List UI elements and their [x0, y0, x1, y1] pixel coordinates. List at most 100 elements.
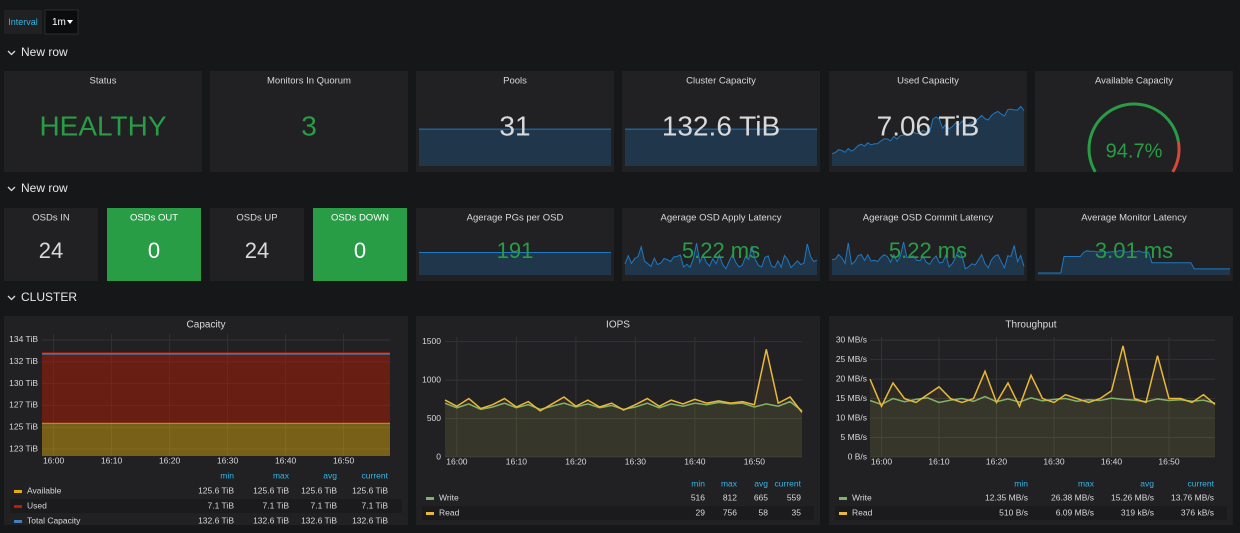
stat-panel [107, 208, 201, 281]
stat-value: 3.01 ms [1095, 238, 1173, 263]
legend-value: 29 [696, 507, 706, 517]
stat-panel [416, 208, 614, 281]
stat-value: 31 [499, 110, 530, 141]
stat-panel [622, 208, 820, 281]
x-tick-label: 16:00 [446, 456, 468, 466]
legend-name[interactable]: Write [439, 492, 459, 502]
legend-name[interactable]: Write [852, 492, 872, 502]
legend-name[interactable]: Used [27, 500, 47, 510]
sparkline [624, 243, 818, 270]
legend-column: avg [754, 478, 768, 488]
caret [67, 20, 73, 24]
legend-swatch [14, 490, 22, 493]
stat-panel [416, 71, 614, 172]
x-tick-label: 16:20 [986, 456, 1008, 466]
x-tick-label: 16:10 [928, 456, 950, 466]
line [869, 345, 1216, 409]
row-chevron[interactable] [7, 295, 16, 301]
legend-value: 125.6 TiB [253, 485, 289, 495]
stat-title: Cluster Capacity [686, 76, 756, 87]
y-tick-label: 0 [436, 451, 441, 461]
legend-swatch [839, 512, 847, 515]
graph-panel [4, 316, 408, 525]
y-tick-label: 500 [427, 413, 441, 423]
y-tick-label: 125 TiB [9, 421, 38, 431]
x-tick-label: 16:20 [159, 455, 181, 465]
y-tick-label: 30 MB/s [836, 334, 867, 344]
graph-title: Throughput [1005, 320, 1056, 331]
legend-column: max [273, 470, 290, 480]
stat-value: 7.06 TiB [877, 110, 980, 141]
legend-swatch [14, 520, 22, 523]
row-title[interactable]: New row [21, 45, 68, 59]
y-tick-label: 132 TiB [9, 356, 38, 366]
sparkline-area [419, 129, 611, 166]
x-tick-label: 16:50 [744, 456, 766, 466]
legend-swatch [14, 505, 22, 508]
sparkline-area [832, 241, 1024, 275]
interval-select[interactable] [44, 9, 79, 35]
x-tick-label: 16:50 [1158, 456, 1180, 466]
gauge-arc [1087, 102, 1180, 173]
x-tick-label: 16:10 [506, 456, 528, 466]
legend-name[interactable]: Read [852, 507, 873, 517]
y-tick-label: 123 TiB [9, 443, 38, 453]
y-tick-label: 20 MB/s [836, 373, 867, 383]
x-tick-label: 16:40 [275, 455, 297, 465]
stat-title: OSDs IN [32, 213, 70, 224]
legend-value: 132.6 TiB [198, 515, 234, 525]
legend-column: min [691, 478, 705, 488]
legend-name[interactable]: Available [27, 485, 62, 495]
stat-value: 5.22 ms [889, 238, 967, 263]
y-tick-label: 0 B/s [848, 451, 867, 461]
row-chevron[interactable] [7, 50, 16, 56]
interval-value[interactable]: 1m [52, 17, 66, 28]
legend-column: current [1188, 478, 1215, 488]
stat-value: 3 [301, 110, 317, 141]
legend-column: current [362, 470, 389, 480]
stat-value: 0 [354, 238, 366, 263]
stat-title: Pools [503, 76, 527, 87]
legend-value: 125.6 TiB [301, 485, 337, 495]
legend-row-bg [422, 506, 814, 520]
stat-title: Available Capacity [1095, 76, 1173, 87]
stat-panel [313, 208, 407, 281]
legend-value: 132.6 TiB [253, 515, 289, 525]
stat-value: HEALTHY [39, 110, 166, 141]
legend-value: 125.6 TiB [352, 485, 388, 495]
y-tick-label: 1000 [422, 374, 441, 384]
legend-column: max [1078, 478, 1095, 488]
y-tick-label: 15 MB/s [836, 393, 867, 403]
x-tick-label: 16:30 [1043, 456, 1065, 466]
legend-value: 812 [723, 492, 737, 502]
stat-panel [4, 71, 202, 172]
x-tick-label: 16:00 [871, 456, 893, 466]
row-title[interactable]: New row [21, 181, 68, 195]
stat-value: 5.22 ms [682, 238, 760, 263]
sparkline-area [625, 243, 817, 275]
stat-panel [4, 208, 98, 281]
legend-value: 15.26 MB/s [1111, 492, 1154, 502]
legend-value: 6.09 MB/s [1056, 507, 1094, 517]
interval-label: Interval [8, 17, 38, 27]
area [42, 423, 390, 456]
row-title[interactable]: CLUSTER [21, 290, 77, 304]
y-tick-label: 10 MB/s [836, 412, 867, 422]
row-chevron[interactable] [7, 186, 16, 192]
stat-panel [210, 71, 408, 172]
legend-value: 13.76 MB/s [1171, 492, 1214, 502]
sparkline-area [625, 129, 817, 166]
graph-title: Capacity [187, 320, 226, 331]
x-tick-label: 16:10 [101, 455, 123, 465]
legend-column: min [220, 470, 234, 480]
stat-panel [829, 208, 1027, 281]
legend-name[interactable]: Read [439, 507, 460, 517]
interval-label-box [4, 10, 42, 34]
legend-swatch [426, 497, 434, 500]
gauge-threshold [1171, 141, 1181, 173]
x-tick-label: 16:00 [43, 455, 65, 465]
legend-value: 58 [759, 507, 769, 517]
line [869, 395, 1216, 406]
legend-name[interactable]: Total Capacity [27, 515, 81, 525]
